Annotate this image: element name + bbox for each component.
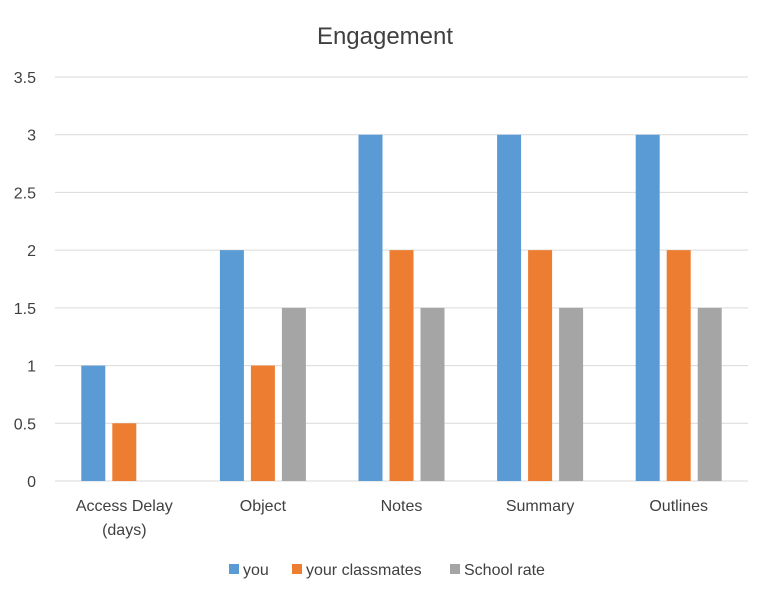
bar xyxy=(666,250,691,481)
x-tick-label: Access Delay xyxy=(76,498,173,515)
legend: you your classmates School rate xyxy=(229,562,545,579)
legend-swatch xyxy=(292,564,302,574)
bar xyxy=(559,307,584,481)
y-tick-label: 0.5 xyxy=(14,416,36,433)
bar xyxy=(112,423,137,481)
x-tick-label: Object xyxy=(240,498,287,515)
bars xyxy=(81,134,722,481)
bar xyxy=(420,307,445,481)
x-tick-label: Summary xyxy=(506,498,574,515)
y-tick-label: 0 xyxy=(27,474,36,491)
bar xyxy=(281,307,306,481)
bar xyxy=(81,365,106,481)
bar xyxy=(219,250,244,481)
chart-title: Engagement xyxy=(317,23,453,50)
y-tick-label: 1.5 xyxy=(14,301,36,318)
bar xyxy=(389,250,414,481)
bar xyxy=(497,134,522,481)
bar xyxy=(358,134,383,481)
y-tick-label: 3 xyxy=(27,128,36,145)
bar xyxy=(250,365,275,481)
legend-swatch xyxy=(450,564,460,574)
legend-label: you xyxy=(243,562,269,579)
y-tick-label: 1 xyxy=(27,359,36,376)
legend-swatch xyxy=(229,564,239,574)
y-tick-label: 3.5 xyxy=(14,70,36,87)
y-tick-label: 2 xyxy=(27,243,36,260)
x-tick-label: Outlines xyxy=(649,498,708,515)
y-tick-label: 2.5 xyxy=(14,185,36,202)
x-tick-label: Notes xyxy=(381,498,423,515)
bar xyxy=(697,307,722,481)
legend-label: your classmates xyxy=(306,562,422,579)
bar xyxy=(635,134,660,481)
legend-label: School rate xyxy=(464,562,545,579)
x-axis-labels: Access Delay (days) Object Notes Summary Outl… xyxy=(76,498,708,539)
y-axis-ticks: 0 0.5 1 1.5 2 2.5 3 3.5 xyxy=(14,70,36,491)
x-tick-label: (days) xyxy=(102,522,146,539)
bar xyxy=(528,250,553,481)
